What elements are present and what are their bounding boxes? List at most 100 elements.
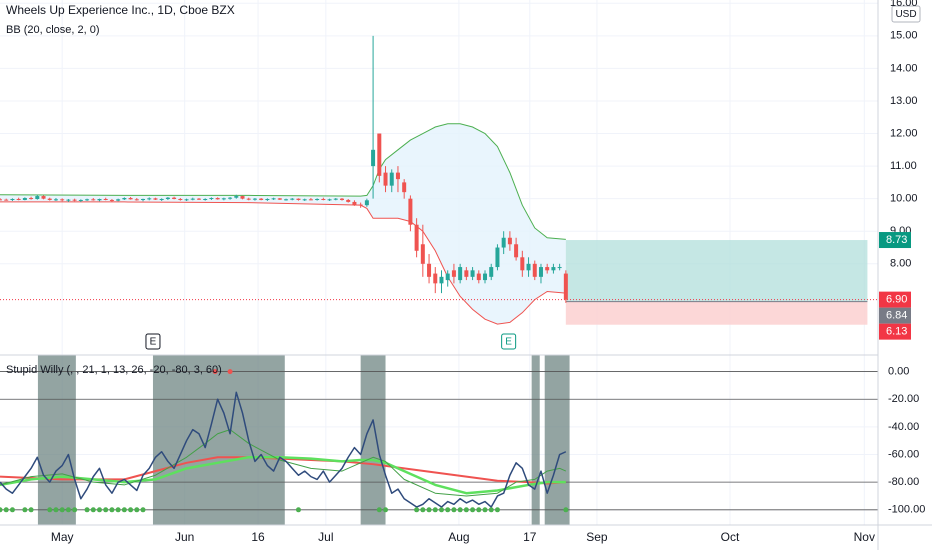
candle-body [383, 172, 388, 186]
candle-body [240, 196, 245, 199]
candle-body [352, 201, 357, 205]
candle-body [128, 198, 133, 200]
candle-body [47, 198, 52, 200]
candle-body [60, 199, 65, 201]
signal-dot [109, 507, 115, 513]
x-tick-label: Sep [586, 530, 608, 544]
candle-body [134, 199, 139, 201]
candle-body [458, 267, 463, 281]
candle-body [265, 198, 270, 200]
signal-dot [72, 507, 78, 513]
candle-body [221, 198, 226, 200]
candle-body [514, 244, 519, 258]
signal-dot [3, 507, 9, 513]
candle-body [215, 198, 220, 200]
candle-body [402, 182, 407, 193]
x-tick-label: 17 [523, 530, 537, 544]
candle-body [122, 198, 127, 200]
x-tick-label: May [51, 530, 74, 544]
signal-zone [544, 355, 570, 525]
candle-body [420, 244, 425, 264]
signal-dot [295, 507, 301, 513]
candle-body [395, 172, 400, 180]
candle-body [35, 196, 40, 199]
currency-box[interactable] [891, 5, 921, 23]
y-tick-label: 10.00 [890, 193, 918, 205]
candle-body [339, 198, 344, 200]
candle-body [408, 198, 413, 225]
signal-dot [227, 369, 233, 375]
price-label-box [879, 291, 911, 308]
candle-body [302, 199, 307, 201]
candle-body [29, 198, 34, 200]
candle-body [371, 149, 376, 167]
signal-dot [414, 507, 420, 513]
price-label-box [879, 307, 911, 324]
candle-body [284, 199, 289, 201]
chart-title: Wheels Up Experience Inc., 1D, Cboe BZX [6, 3, 235, 17]
candle-body [445, 273, 450, 281]
x-tick-label: Oct [721, 530, 740, 544]
candle-body [296, 198, 301, 200]
candle-body [153, 198, 158, 200]
candle-body [433, 273, 438, 284]
signal-dot [482, 507, 488, 513]
signal-zone [531, 355, 540, 525]
signal-dot [376, 507, 382, 513]
candle-body [91, 199, 96, 201]
x-tick-label: Aug [448, 530, 469, 544]
candle-body [246, 198, 251, 200]
candle-body [321, 198, 326, 200]
candle-body [551, 267, 556, 271]
profit-zone [565, 240, 868, 302]
candle-body [22, 198, 27, 200]
candle-body [10, 198, 15, 200]
candle-body [252, 198, 257, 200]
signal-dot [488, 507, 494, 513]
candle-body [315, 198, 320, 200]
signal-dot [115, 507, 121, 513]
candle-body [526, 263, 531, 271]
y-tick-label: -20.00 [888, 393, 919, 405]
y-tick-label: -100.00 [888, 504, 925, 516]
candle-body [97, 198, 102, 201]
y-tick-label: 11.00 [890, 160, 917, 172]
band-line [0, 201, 566, 325]
signal-dot [121, 507, 127, 513]
signal-dot [457, 507, 463, 513]
signal-dot [438, 507, 444, 513]
candle-body [103, 198, 108, 200]
candle-body [483, 273, 488, 281]
signal-dot [134, 507, 140, 513]
candle-body [116, 199, 121, 201]
currency: USD [895, 9, 916, 20]
candle-body [489, 267, 494, 277]
signal-dot [128, 507, 134, 513]
price-label-box [879, 323, 911, 340]
y-tick-label: -40.00 [888, 421, 919, 433]
candle-body [414, 224, 419, 251]
signal-dot [445, 507, 451, 513]
signal-dot [47, 507, 53, 513]
price-label-box [879, 232, 911, 249]
signal-dot [22, 507, 28, 513]
indicator-legend: BB (20, close, 2, 0) [6, 24, 100, 36]
signal-dot [463, 507, 469, 513]
y-tick-label: 8.00 [890, 258, 911, 270]
signal-dot [494, 507, 500, 513]
band-line [0, 123, 566, 240]
candle-body [184, 199, 189, 201]
candle-body [85, 199, 90, 201]
candle-body [333, 198, 338, 200]
y-tick-label: 16.00 [890, 0, 918, 9]
band-fill [0, 123, 566, 325]
x-tick-label: 16 [251, 530, 265, 544]
signal-dot [84, 507, 90, 513]
y-tick-label: 0.00 [888, 365, 909, 377]
y-tick-label: 12.00 [890, 127, 918, 139]
signal-zone [152, 355, 285, 525]
candle-body [377, 133, 382, 176]
candle-body [308, 199, 313, 201]
candle-body [41, 196, 46, 199]
candle-body [495, 247, 500, 268]
